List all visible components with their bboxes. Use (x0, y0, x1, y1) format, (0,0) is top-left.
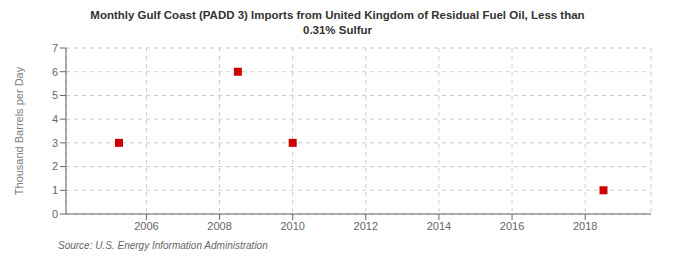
svg-text:0: 0 (52, 208, 58, 220)
svg-text:4: 4 (52, 113, 58, 125)
html-text:0.31% Sulfur: 0.31% Sulfur (303, 24, 372, 36)
svg-text:2012: 2012 (354, 220, 378, 232)
svg-text:Thousand Barrels per Day: Thousand Barrels per Day (13, 66, 25, 195)
svg-text:2006: 2006 (134, 220, 158, 232)
svg-text:3: 3 (52, 137, 58, 149)
html-text:Monthly Gulf Coast (PADD 3) Im: Monthly Gulf Coast (PADD 3) Imports from… (90, 9, 585, 21)
svg-text:2010: 2010 (280, 220, 304, 232)
svg-text:2008: 2008 (207, 220, 231, 232)
svg-text:2016: 2016 (500, 220, 524, 232)
svg-text:2014: 2014 (427, 220, 451, 232)
svg-text:1: 1 (52, 184, 58, 196)
svg-text:6: 6 (52, 66, 58, 78)
svg-text:5: 5 (52, 89, 58, 101)
html-text:Source: U.S. Energy Informatio: Source: U.S. Energy Information Administ… (58, 240, 268, 251)
svg-text:7: 7 (52, 42, 58, 54)
svg-text:2: 2 (52, 160, 58, 172)
svg-text:2018: 2018 (573, 220, 597, 232)
